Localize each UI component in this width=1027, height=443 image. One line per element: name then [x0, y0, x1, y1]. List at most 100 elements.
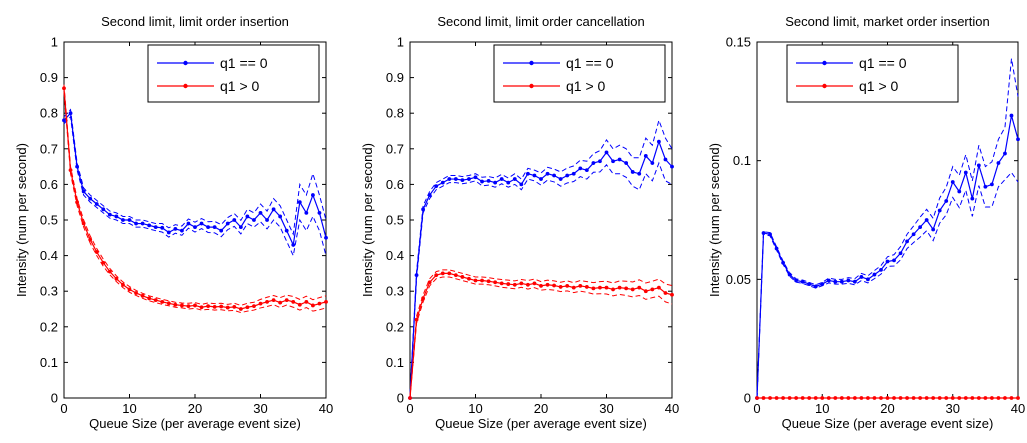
data-point — [127, 287, 132, 292]
data-point — [526, 282, 530, 287]
data-point — [800, 396, 805, 400]
x-tick-label: 0 — [60, 401, 67, 416]
data-point — [473, 175, 478, 180]
series-upper-bound-line — [63, 84, 327, 306]
legend-swatch-marker — [822, 83, 827, 89]
data-point — [643, 154, 648, 158]
x-tick-label: 20 — [188, 401, 202, 416]
data-point — [291, 243, 296, 247]
data-point — [68, 168, 73, 173]
data-point — [944, 396, 949, 400]
data-point — [453, 273, 458, 278]
y-tick-label: 0.5 — [386, 213, 404, 228]
data-point — [114, 276, 119, 281]
data-point — [121, 218, 125, 222]
data-point — [62, 86, 66, 91]
y-tick-label: 0.1 — [40, 355, 58, 370]
data-point — [473, 278, 478, 283]
data-point — [859, 275, 864, 279]
data-point — [663, 157, 668, 162]
legend-label: q1 == 0 — [859, 55, 907, 71]
data-point — [944, 199, 949, 203]
data-point — [460, 275, 465, 279]
y-tick-label: 0.2 — [386, 319, 404, 334]
data-point — [643, 289, 648, 294]
data-point — [905, 396, 909, 400]
data-point — [219, 304, 224, 309]
y-tick-label: 0.2 — [40, 319, 58, 334]
series-upper-bound-line — [63, 108, 327, 237]
data-point — [434, 184, 439, 189]
data-point — [552, 173, 556, 178]
y-tick-label: 1 — [51, 35, 58, 50]
data-point — [558, 285, 563, 289]
chart-title: Second limit, limit order insertion — [101, 14, 289, 29]
data-point — [499, 281, 504, 286]
data-point — [512, 177, 517, 181]
data-point — [820, 396, 825, 400]
legend: q1 == 0 q1 > 0 — [493, 44, 666, 103]
data-point — [519, 281, 524, 286]
data-point — [781, 396, 785, 400]
x-tick-label: 20 — [534, 401, 548, 416]
data-point — [963, 170, 968, 175]
data-point — [552, 283, 556, 288]
data-point — [140, 221, 145, 226]
data-point — [480, 278, 484, 283]
legend: q1 == 0 q1 > 0 — [786, 44, 959, 103]
data-point — [545, 282, 550, 287]
x-axis-label: Queue Size (per average event size) — [782, 416, 994, 431]
data-point — [317, 210, 322, 215]
data-point — [787, 396, 792, 400]
legend-swatch-marker — [183, 83, 188, 89]
data-point — [186, 221, 191, 226]
data-point — [950, 396, 955, 400]
y-tick-label: 0.1 — [386, 355, 404, 370]
legend-label: q1 == 0 — [220, 55, 268, 71]
data-point — [663, 291, 668, 295]
series-upper-bound-line — [409, 269, 673, 397]
data-point — [565, 283, 570, 288]
chart-title: Second limit, limit order cancellation — [437, 14, 644, 29]
data-point — [807, 396, 812, 400]
data-point — [624, 161, 629, 165]
data-point — [970, 396, 975, 400]
data-point — [225, 305, 230, 310]
legend-swatch-marker — [529, 83, 534, 89]
data-point — [918, 225, 923, 230]
data-point — [657, 139, 661, 144]
data-point — [768, 396, 772, 400]
data-point — [924, 218, 929, 222]
data-point — [160, 225, 165, 230]
data-point — [421, 296, 425, 301]
data-point — [225, 221, 230, 226]
data-point — [324, 235, 328, 240]
data-point — [650, 161, 655, 165]
data-point — [885, 259, 890, 264]
data-point — [147, 223, 152, 228]
y-tick-label: 0.3 — [386, 284, 404, 299]
series-q1-gt-0 — [755, 396, 1020, 400]
panel-market-order-insertion: Second limit, market order insertion Queu… — [707, 14, 1025, 431]
data-point — [134, 221, 138, 226]
data-point — [872, 272, 877, 277]
legend-box — [493, 44, 666, 103]
y-tick-label: 0.15 — [726, 35, 751, 50]
data-point — [526, 171, 530, 176]
data-point — [206, 225, 211, 230]
data-point — [414, 317, 419, 322]
x-tick-label: 40 — [665, 401, 679, 416]
data-point — [650, 287, 655, 292]
data-point — [611, 159, 615, 164]
data-point — [414, 273, 419, 278]
data-point — [996, 161, 1001, 165]
data-point — [499, 177, 504, 181]
legend-swatch-marker — [822, 60, 827, 66]
data-point — [670, 292, 674, 297]
panel-limit-order-cancellation: Second limit, limit order cancellation Qu… — [360, 14, 679, 431]
data-point — [245, 214, 250, 219]
data-point — [114, 214, 119, 219]
y-tick-label: 0.9 — [386, 70, 404, 85]
data-point — [761, 396, 766, 400]
data-point — [990, 182, 994, 187]
